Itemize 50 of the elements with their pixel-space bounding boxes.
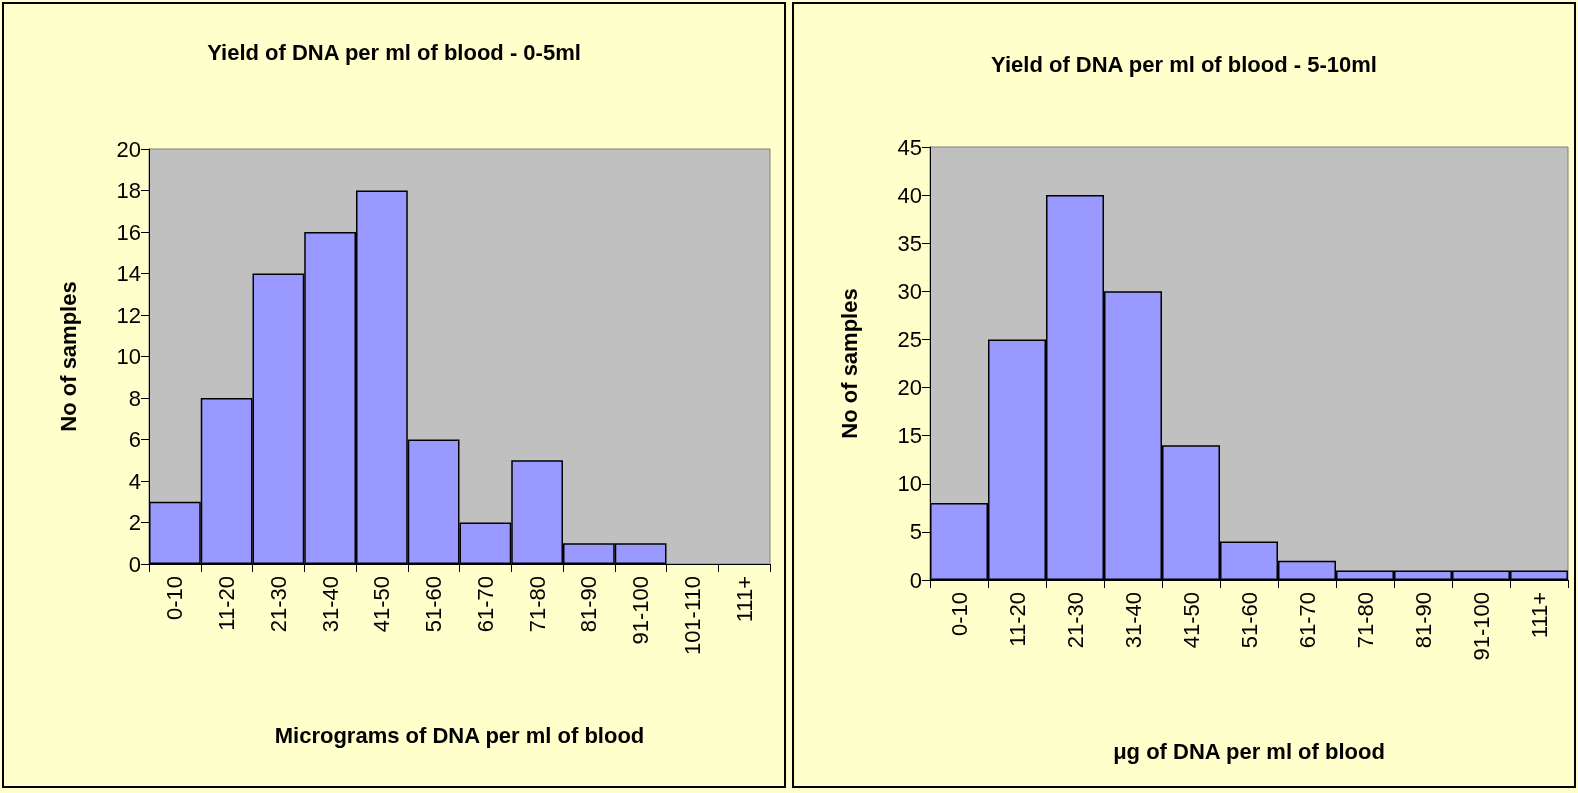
x-axis-title: μg of DNA per ml of blood: [1113, 738, 1385, 764]
y-tick-label: 18: [116, 178, 141, 203]
x-tick-label: 31-40: [1120, 592, 1146, 649]
x-tick-label: 11-20: [1004, 592, 1030, 647]
x-tick-label: 41-50: [369, 576, 395, 633]
x-tick-label: 71-80: [1352, 592, 1378, 649]
x-tick-label: 111+: [1526, 592, 1552, 639]
y-tick-label: 12: [116, 302, 141, 328]
x-tick-label: 51-60: [1236, 592, 1262, 649]
y-tick-label: 16: [116, 219, 141, 245]
y-tick-label: 10: [897, 471, 922, 497]
chart-title: Yield of DNA per ml of blood - 0-5ml: [207, 39, 581, 65]
x-tick-label: 91-100: [628, 576, 654, 645]
x-tick-label: 21-30: [265, 576, 291, 633]
x-tick-label: 31-40: [317, 576, 343, 633]
x-tick-label: 81-90: [576, 576, 602, 633]
chart-title: Yield of DNA per ml of blood - 5-10ml: [991, 51, 1377, 77]
y-tick-label: 2: [128, 510, 141, 535]
y-tick-label: 5: [909, 519, 922, 545]
y-axis-title: No of samples: [55, 281, 81, 432]
x-tick-label: 0-10: [946, 592, 972, 637]
y-tick-label: 30: [897, 278, 922, 304]
y-tick-label: 45: [897, 134, 922, 160]
y-tick-label: 20: [897, 375, 922, 401]
y-tick-label: 10: [116, 344, 141, 369]
x-tick-label: 111+: [731, 576, 757, 623]
y-tick-label: 4: [128, 468, 141, 494]
x-tick-label: 11-20: [214, 576, 240, 631]
y-tick-label: 25: [897, 326, 922, 352]
y-tick-label: 8: [128, 385, 141, 411]
y-tick-label: 20: [116, 136, 141, 162]
y-tick-label: 0: [909, 567, 922, 593]
y-axis-title: No of samples: [836, 288, 862, 439]
x-tick-label: 61-70: [472, 576, 498, 633]
x-axis-title: Micrograms of DNA per ml of blood: [274, 722, 645, 748]
x-tick-label: 61-70: [1294, 592, 1320, 649]
y-tick-label: 6: [128, 427, 141, 452]
x-tick-label: 51-60: [421, 576, 447, 633]
y-tick-label: 15: [897, 423, 922, 449]
x-tick-label: 91-100: [1468, 592, 1494, 661]
y-tick-label: 0: [128, 551, 141, 577]
y-tick-label: 35: [897, 230, 922, 256]
y-tick-label: 40: [897, 182, 922, 208]
x-tick-label: 71-80: [524, 576, 550, 633]
x-tick-label: 0-10: [162, 576, 188, 621]
x-tick-label: 21-30: [1062, 592, 1088, 649]
y-tick-label: 14: [116, 261, 141, 286]
x-tick-label: 81-90: [1410, 592, 1436, 649]
x-tick-label: 41-50: [1178, 592, 1204, 649]
x-tick-label: 101-110: [679, 576, 705, 656]
